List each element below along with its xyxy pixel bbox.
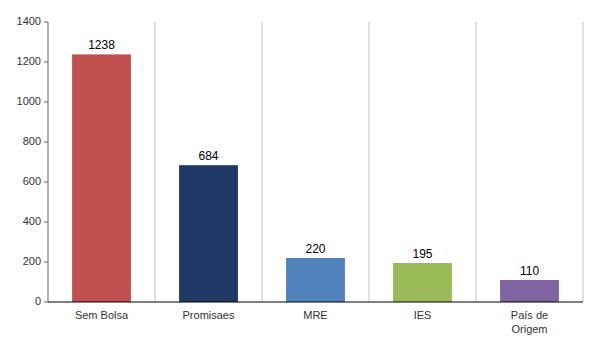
data-labels: 1238 684 220 195 110 bbox=[88, 38, 539, 278]
y-tick bbox=[44, 102, 48, 103]
y-tick bbox=[44, 22, 48, 23]
category-separator bbox=[369, 22, 370, 302]
bar bbox=[500, 280, 559, 302]
x-axis-line bbox=[48, 302, 583, 303]
x-tick-label: MRE bbox=[303, 309, 327, 321]
y-tick-label: 600 bbox=[23, 175, 41, 187]
bars bbox=[72, 54, 559, 302]
y-tick-label: 400 bbox=[23, 215, 41, 227]
x-tick-label: IES bbox=[414, 309, 432, 321]
x-axis: Sem Bolsa Promisaes MRE IES País deOrigem bbox=[48, 302, 583, 335]
y-tick bbox=[44, 182, 48, 183]
bar bbox=[72, 54, 131, 302]
x-tick-label: Sem Bolsa bbox=[75, 309, 129, 321]
data-label: 110 bbox=[520, 264, 539, 278]
y-tick bbox=[44, 142, 48, 143]
category-separator bbox=[583, 22, 584, 302]
data-label: 195 bbox=[412, 247, 432, 261]
bar bbox=[286, 258, 345, 302]
bar bbox=[179, 165, 238, 302]
y-axis-line bbox=[48, 22, 49, 302]
category-separator bbox=[476, 22, 477, 302]
y-tick-label: 1400 bbox=[17, 15, 41, 27]
y-tick bbox=[44, 262, 48, 263]
chart-container: 0 200 400 600 800 1000 1200 1400 1238 684 220 195 11… bbox=[0, 0, 599, 352]
x-tick-label: Promisaes bbox=[183, 309, 235, 321]
y-axis: 0 200 400 600 800 1000 1200 1400 bbox=[17, 15, 48, 307]
y-tick-label: 0 bbox=[35, 295, 41, 307]
data-label: 684 bbox=[198, 149, 218, 163]
chart: 0 200 400 600 800 1000 1200 1400 1238 684 220 195 11… bbox=[0, 0, 599, 352]
data-label: 220 bbox=[305, 242, 325, 256]
category-separator bbox=[262, 22, 263, 302]
y-tick-label: 200 bbox=[23, 255, 41, 267]
y-tick-label: 1200 bbox=[17, 55, 41, 67]
y-tick-label: 800 bbox=[23, 135, 41, 147]
y-tick bbox=[44, 302, 48, 303]
y-tick-label: 1000 bbox=[17, 95, 41, 107]
y-tick bbox=[44, 62, 48, 63]
y-tick bbox=[44, 222, 48, 223]
separators bbox=[155, 22, 583, 302]
x-tick-label: País deOrigem bbox=[511, 309, 548, 335]
bar bbox=[393, 263, 452, 302]
category-separator bbox=[155, 22, 156, 302]
data-label: 1238 bbox=[88, 38, 115, 52]
